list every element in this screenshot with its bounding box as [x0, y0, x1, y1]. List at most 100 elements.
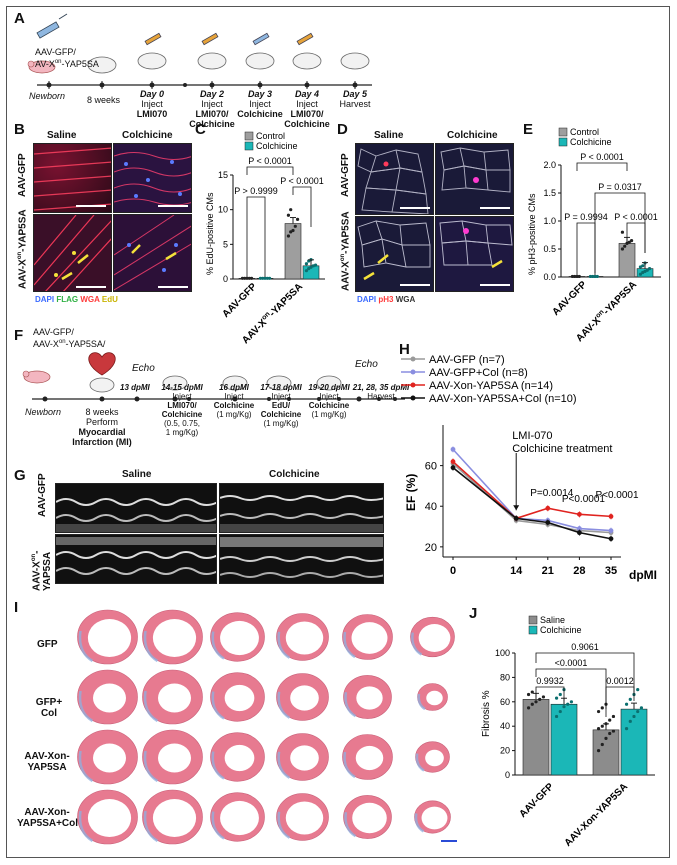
- panel-label-c: C: [195, 121, 206, 138]
- y-axis-label: % EdU-positive CMs: [205, 192, 215, 275]
- data-point: [591, 274, 595, 279]
- data-point: [608, 513, 614, 519]
- p-value: P < 0.0001: [280, 176, 324, 186]
- data-point: [304, 269, 309, 273]
- legend-swatch: [528, 625, 538, 635]
- heart-lumen: [220, 620, 259, 656]
- heart-lumen: [158, 683, 191, 713]
- data-point: [530, 690, 534, 694]
- heart-lumen: [93, 743, 126, 773]
- x-category-label: AAV-GFP: [220, 281, 259, 320]
- bar: [620, 708, 648, 776]
- legend-swatch: [558, 127, 568, 137]
- heart-lumen: [152, 798, 197, 838]
- data-point: [513, 516, 519, 521]
- data-point: [554, 696, 559, 700]
- panel-g-col2: Colchicine: [269, 469, 320, 480]
- data-point: [249, 276, 254, 280]
- panel-g-row2: AAV-Xon- YAP5SA: [31, 550, 54, 591]
- data-point: [628, 697, 632, 701]
- data-point: [530, 702, 534, 706]
- y-tick-label: 10: [218, 205, 228, 215]
- heart-lumen: [418, 624, 451, 652]
- data-point: [620, 247, 625, 251]
- p-value: 0.0012: [606, 676, 634, 686]
- micrograph-b-saline-gfp: [33, 143, 112, 213]
- panel-a-timeline: [27, 13, 372, 89]
- data-point: [627, 240, 631, 244]
- data-point: [247, 276, 251, 280]
- data-point: [628, 719, 632, 723]
- y-tick-label: 40: [425, 501, 437, 513]
- adult-mouse-icons: [87, 52, 370, 74]
- data-point: [624, 727, 629, 731]
- y-tick-label: 80: [500, 672, 510, 682]
- panel-a-day0: Day 0 Inject LMI070: [136, 89, 168, 119]
- fibrosis-scar: [417, 693, 426, 711]
- legend-label: Colchicine: [540, 625, 582, 635]
- p-value-bracket: [605, 686, 635, 717]
- panel-f-harvest: 21, 28, 35 dpMI Harvest: [352, 383, 410, 401]
- data-point: [608, 731, 612, 736]
- data-point: [450, 465, 456, 471]
- x-tick-label: 35: [605, 565, 617, 577]
- data-point: [295, 217, 300, 221]
- data-point: [575, 274, 579, 279]
- panel-a-newborn: Newborn: [29, 91, 66, 101]
- data-point: [573, 274, 577, 279]
- panel-i-row4: AAV-Xon- YAP5SA+Col: [17, 807, 79, 829]
- bar: [550, 703, 578, 776]
- legend-label: Colchicine: [256, 141, 298, 151]
- legend-label: Colchicine: [570, 137, 612, 147]
- legend-swatch: [528, 615, 538, 625]
- panel-label-f: F: [14, 327, 24, 344]
- data-point: [558, 709, 562, 714]
- adult-mouse-icons: [89, 375, 342, 393]
- data-point: [611, 714, 616, 719]
- data-point: [608, 718, 612, 722]
- panel-f-day14: 14-15 dpMI Inject LMI070/Colchicine (0.5, 0…: [161, 383, 203, 437]
- data-point: [450, 459, 456, 464]
- panel-a-day4: Day 4 Inject LMI070/Colchicine: [284, 89, 330, 129]
- data-point: [629, 239, 634, 243]
- p-value: P > 0.9999: [234, 186, 278, 196]
- y-tick-label: 1.0: [543, 216, 556, 226]
- p-value-bracket: [535, 686, 565, 701]
- legend-label: AAV-Xon-YAP5SA+Col (n=10): [429, 393, 577, 405]
- panel-label-a: A: [14, 10, 25, 27]
- data-point: [596, 749, 601, 753]
- legend-label: AAV-GFP (n=7): [429, 354, 505, 366]
- data-point: [620, 230, 625, 234]
- p-value: P < 0.0001: [248, 156, 292, 166]
- data-point: [604, 736, 608, 740]
- heart-lumen: [290, 685, 319, 711]
- data-point: [639, 706, 644, 710]
- y-tick-label: 100: [495, 648, 510, 658]
- p-value: P = 0.9994: [564, 212, 608, 222]
- micrograph-d-colchicine-yap: [435, 216, 514, 292]
- heart-lumen: [224, 684, 255, 712]
- data-point: [562, 705, 566, 709]
- fibrosis-scar: [78, 690, 94, 723]
- data-point: [304, 262, 309, 266]
- fibrosis-scar: [414, 813, 425, 833]
- data-point: [313, 263, 318, 267]
- heart-lumen: [421, 806, 448, 830]
- fibrosis-scar: [277, 811, 291, 839]
- y-tick-label: 60: [425, 461, 437, 473]
- small-syringe-icons: [144, 32, 314, 46]
- micrograph-b-colchicine-gfp: [113, 143, 192, 213]
- bar: [592, 729, 620, 776]
- data-point: [577, 274, 581, 279]
- panel-b-stain-legend: DAPI FLAG WGA EdU: [35, 295, 118, 304]
- fibrosis-scar: [411, 632, 423, 656]
- fibrosis-scar: [343, 631, 356, 659]
- heart-lumen: [285, 621, 324, 655]
- data-point: [647, 267, 652, 271]
- data-point: [545, 520, 551, 525]
- panel-g-col1: Saline: [122, 469, 152, 480]
- data-point: [623, 244, 627, 248]
